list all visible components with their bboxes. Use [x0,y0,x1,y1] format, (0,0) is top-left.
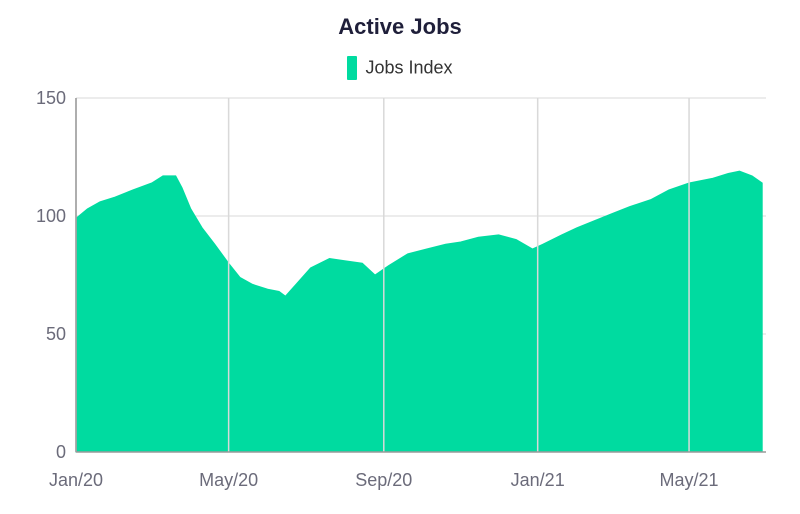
x-tick-label: Jan/21 [511,470,565,490]
x-tick-label: May/20 [199,470,258,490]
x-tick-label: Jan/20 [49,470,103,490]
y-tick-label: 0 [56,442,66,462]
legend: Jobs Index [0,56,800,80]
series-area-jobs-index [75,170,763,453]
x-tick-label: May/21 [660,470,719,490]
legend-swatch [347,56,358,80]
chart-title: Active Jobs [338,14,462,39]
y-tick-label: 50 [46,324,66,344]
y-tick-label: 150 [36,88,66,108]
legend-label: Jobs Index [365,57,453,78]
y-tick-label: 100 [36,206,66,226]
x-tick-label: Sep/20 [355,470,412,490]
